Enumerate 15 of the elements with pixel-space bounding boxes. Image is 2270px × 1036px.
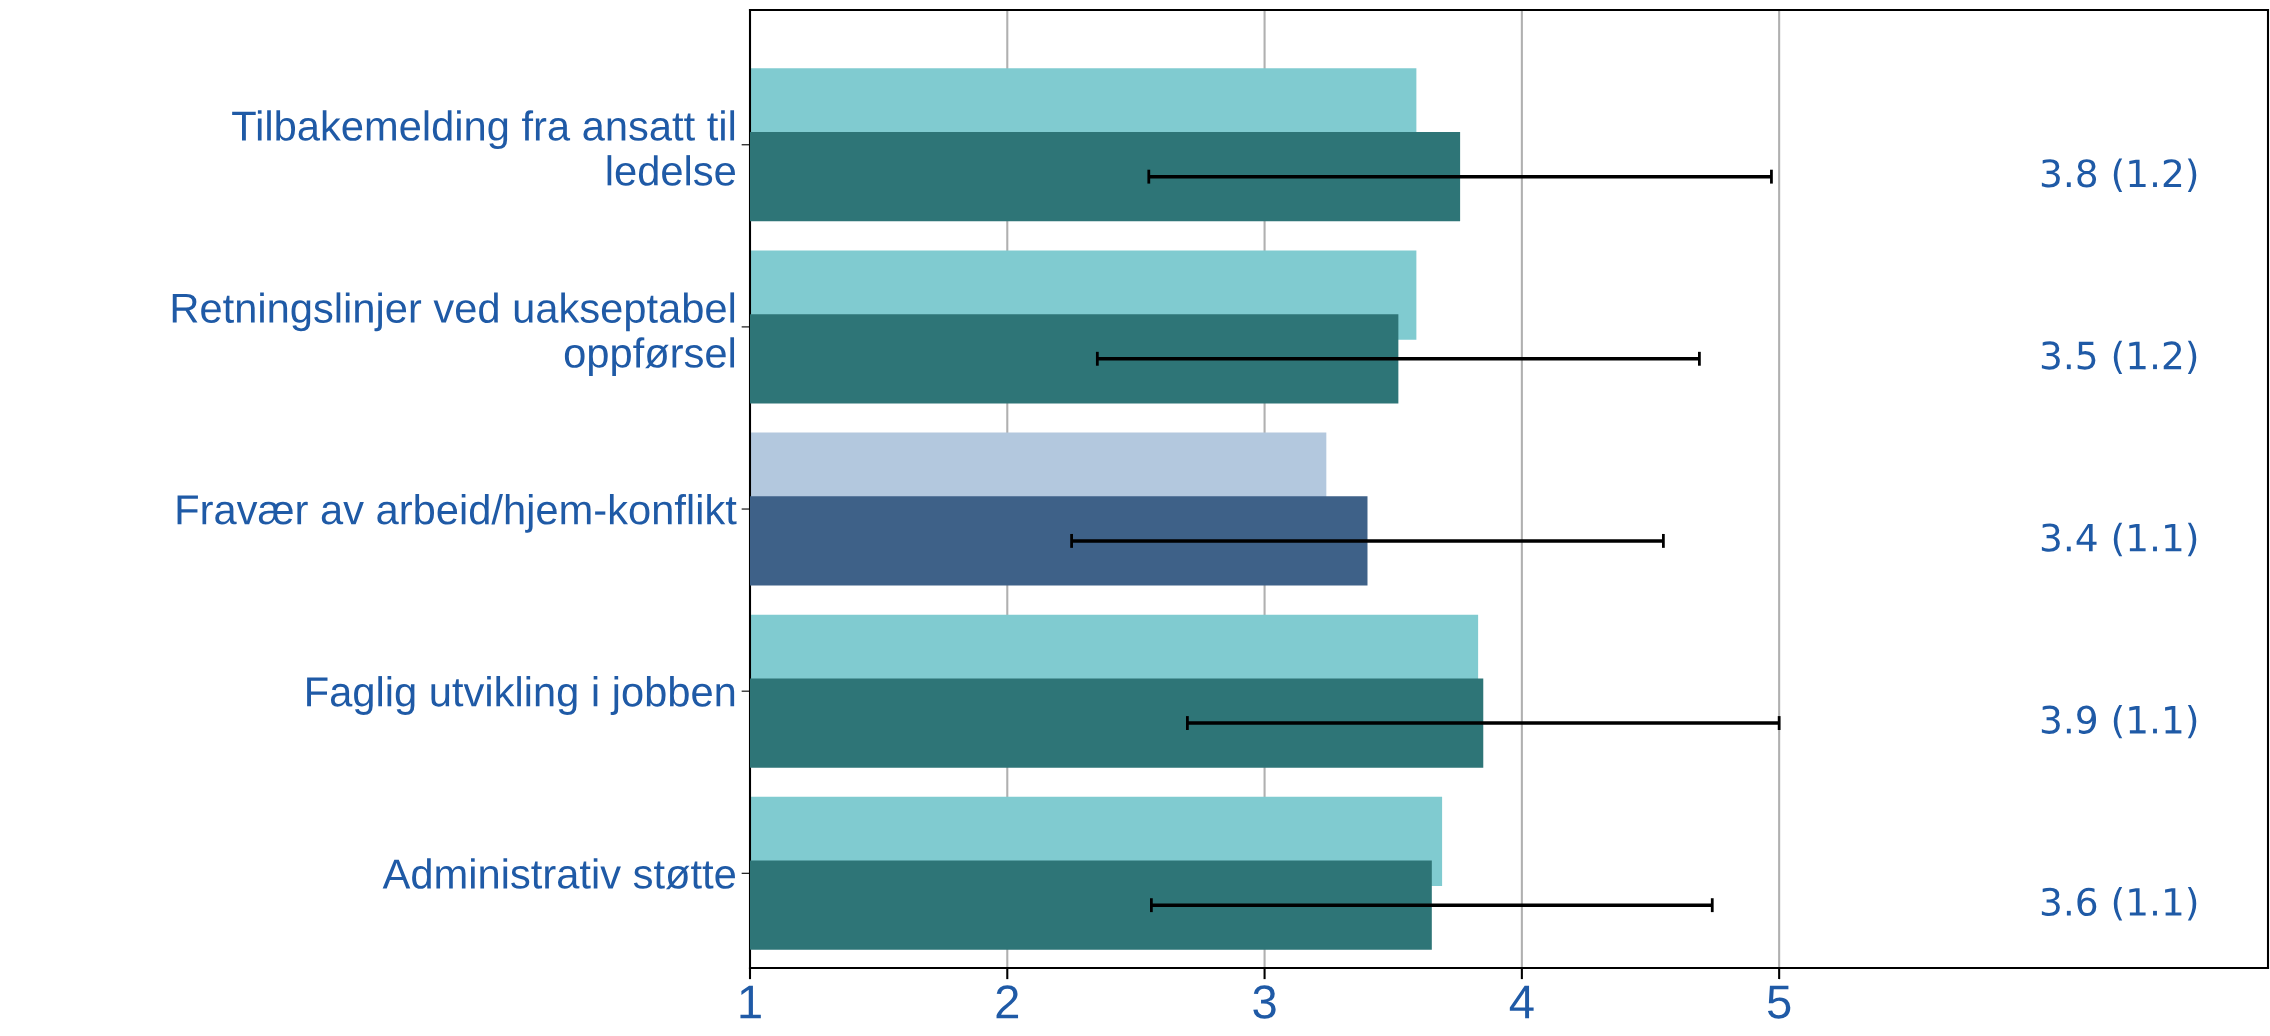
x-tick-label: 4: [1509, 985, 1534, 1019]
x-tick-label: 1: [740, 985, 761, 1019]
data-label: 3.5 (1.2): [2041, 340, 2197, 375]
x-tick-label: 5: [1767, 985, 1791, 1019]
data-label: 3.4 (1.1): [2041, 522, 2197, 557]
y-tick-label: Retningslinjer ved uakseptabel oppførsel: [172, 292, 735, 377]
y-tick-label: Tilbakemelding fra ansatt til ledelse: [232, 110, 735, 186]
x-tick-label: 3: [1253, 985, 1276, 1019]
data-label: 3.6 (1.1): [2041, 887, 2197, 921]
x-tick-label: 2: [996, 985, 1019, 1019]
y-tick-label: Fravær av arbeid/hjem-konflikt: [177, 493, 737, 533]
data-label: 3.9 (1.1): [2041, 704, 2197, 739]
data-label: 3.8 (1.2): [2041, 158, 2197, 192]
y-tick-label: Administrativ støtte: [382, 858, 735, 890]
y-tick-label: Faglig utvikling i jobben: [307, 676, 735, 715]
